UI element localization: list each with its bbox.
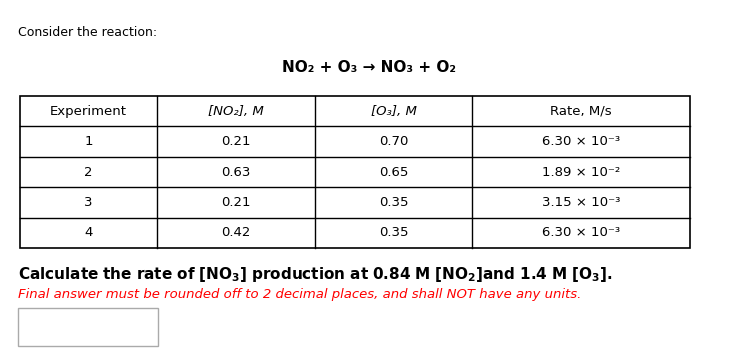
Text: 0.21: 0.21 <box>221 196 251 209</box>
Text: [O₃], M: [O₃], M <box>370 105 416 118</box>
Text: 0.42: 0.42 <box>221 226 251 239</box>
Text: Rate, M/s: Rate, M/s <box>551 105 612 118</box>
Text: Experiment: Experiment <box>50 105 127 118</box>
Text: 3: 3 <box>84 196 93 209</box>
Text: Consider the reaction:: Consider the reaction: <box>18 26 157 39</box>
Bar <box>20 96 690 248</box>
Text: 0.70: 0.70 <box>379 135 408 148</box>
Text: 6.30 × 10⁻³: 6.30 × 10⁻³ <box>542 226 620 239</box>
Text: 2: 2 <box>84 166 93 179</box>
Bar <box>18 308 158 346</box>
Text: 0.35: 0.35 <box>379 226 408 239</box>
Text: 1: 1 <box>84 135 93 148</box>
Text: 0.21: 0.21 <box>221 135 251 148</box>
Text: 1.89 × 10⁻²: 1.89 × 10⁻² <box>542 166 620 179</box>
Text: 0.65: 0.65 <box>379 166 408 179</box>
Text: [NO₂], M: [NO₂], M <box>208 105 264 118</box>
Text: 0.63: 0.63 <box>221 166 251 179</box>
Text: 6.30 × 10⁻³: 6.30 × 10⁻³ <box>542 135 620 148</box>
Text: $\bf{Calculate\ the\ rate\ of\ [NO_3]\ production\ at\ 0.84\ M\ [NO_2]and\ 1.4\ : $\bf{Calculate\ the\ rate\ of\ [NO_3]\ p… <box>18 265 613 284</box>
Text: NO₂ + O₃ → NO₃ + O₂: NO₂ + O₃ → NO₃ + O₂ <box>282 60 456 75</box>
Text: 0.35: 0.35 <box>379 196 408 209</box>
Text: Final answer must be rounded off to 2 decimal places, and shall NOT have any uni: Final answer must be rounded off to 2 de… <box>18 288 582 301</box>
Text: 4: 4 <box>84 226 93 239</box>
Text: 3.15 × 10⁻³: 3.15 × 10⁻³ <box>542 196 621 209</box>
